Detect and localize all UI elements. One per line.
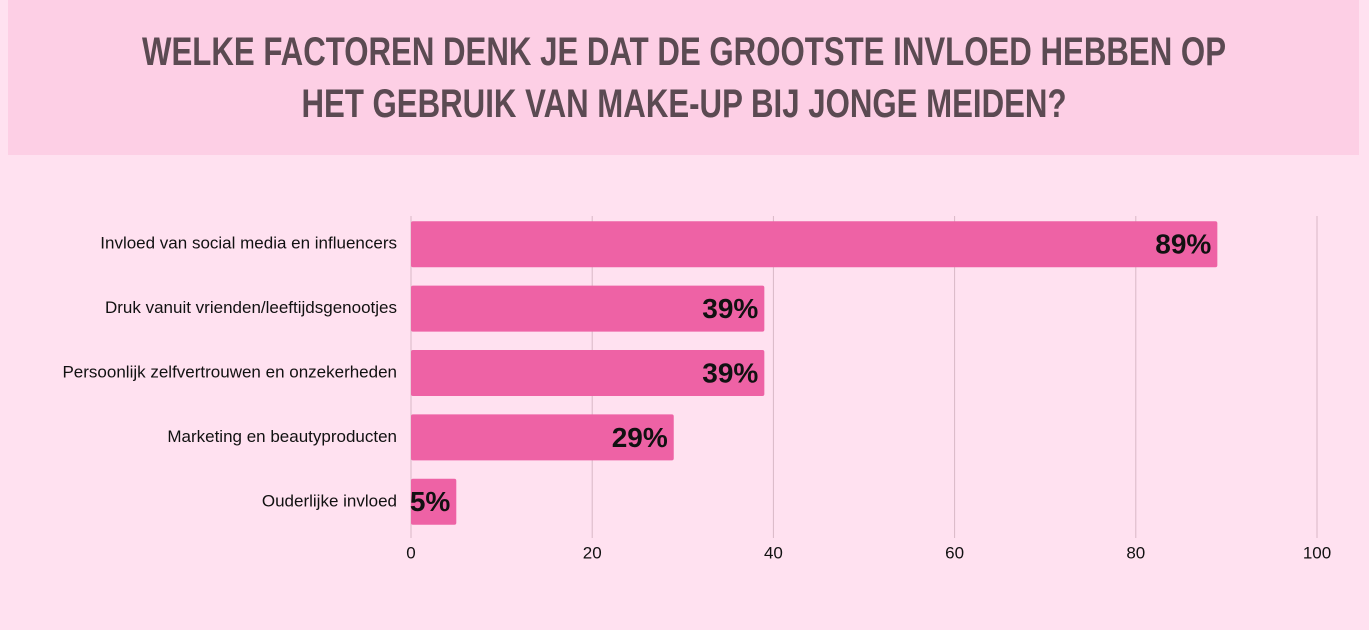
- x-tick-label: 100: [1303, 543, 1331, 562]
- bar: [411, 478, 457, 525]
- bar: [411, 414, 674, 461]
- data-label: 29%: [612, 422, 668, 453]
- y-tick-label: Marketing en beautyproducten: [167, 427, 397, 446]
- y-tick-label: Ouderlijke invloed: [262, 491, 397, 510]
- bar: [411, 285, 765, 332]
- data-label: 39%: [702, 357, 758, 388]
- y-tick-label: Persoonlijk zelfvertrouwen en onzekerhed…: [62, 362, 397, 381]
- data-label: 5%: [410, 486, 451, 517]
- x-tick-label: 60: [945, 543, 964, 562]
- data-label: 39%: [702, 293, 758, 324]
- x-tick-label: 80: [1126, 543, 1145, 562]
- chart-title: WELKE FACTOREN DENK JE DAT DE GROOTSTE I…: [141, 30, 1226, 126]
- x-tick-label: 40: [764, 543, 783, 562]
- data-label: 89%: [1155, 229, 1211, 260]
- y-tick-label: Druk vanuit vrienden/leeftijdsgenootjes: [105, 298, 397, 317]
- bar: [411, 221, 1218, 268]
- bar: [411, 350, 765, 396]
- x-tick-label: 20: [583, 543, 602, 562]
- y-tick-label: Invloed van social media en influencers: [100, 234, 397, 253]
- header: WELKE FACTOREN DENK JE DAT DE GROOTSTE I…: [8, 0, 1359, 155]
- x-tick-label: 0: [406, 543, 415, 562]
